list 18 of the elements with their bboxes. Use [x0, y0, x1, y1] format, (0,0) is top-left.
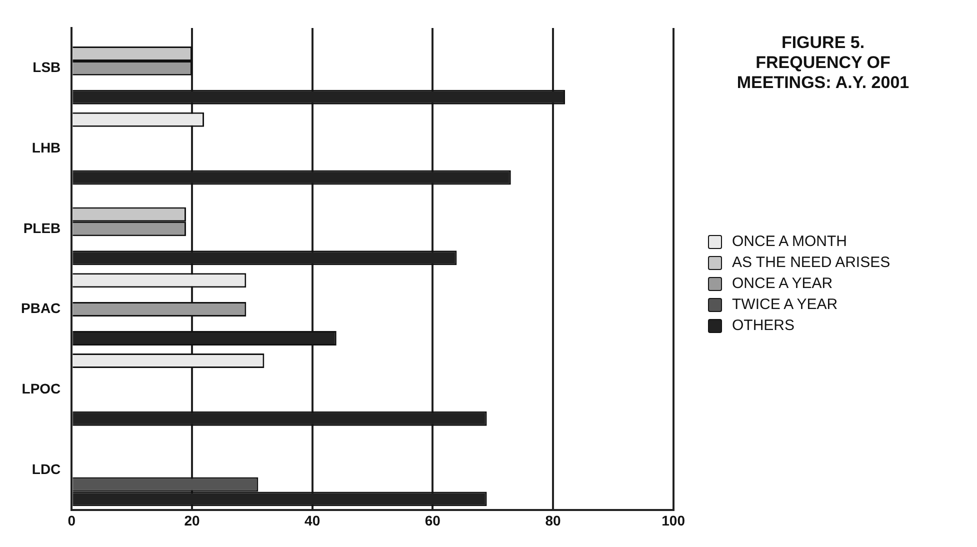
legend-label: ONCE A MONTH — [732, 233, 848, 250]
x-tick-label: 80 — [545, 512, 561, 528]
legend-label: OTHERS — [732, 317, 795, 334]
y-tick-label: LPOC — [22, 380, 61, 397]
y-tick-label: LSB — [32, 59, 61, 76]
legend-label: TWICE A YEAR — [732, 296, 838, 313]
x-tick-label: 60 — [424, 512, 441, 528]
x-tick-label: 40 — [304, 512, 320, 528]
y-tick-label: PLEB — [23, 220, 61, 236]
legend-label: AS THE NEED ARISES — [732, 254, 890, 271]
x-tick-label: 20 — [184, 512, 200, 528]
x-tick-label: 100 — [662, 512, 686, 528]
y-tick-label: PBAC — [20, 300, 61, 316]
y-tick-label: LDC — [32, 460, 61, 477]
legend-label: ONCE A YEAR — [732, 275, 833, 292]
text: FIGURE 5. FREQUENCY OF MEETINGS: A.Y. 2001 — [736, 33, 910, 93]
x-tick-label: 0 — [68, 512, 76, 528]
y-tick-label: LHB — [32, 139, 61, 156]
